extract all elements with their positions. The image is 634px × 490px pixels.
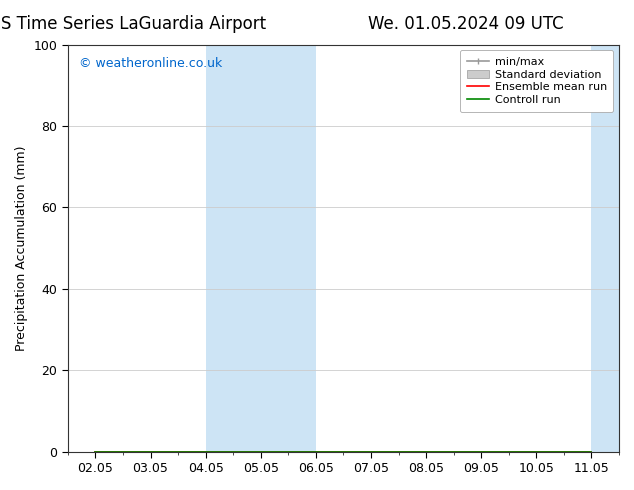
- Text: ENS Time Series LaGuardia Airport: ENS Time Series LaGuardia Airport: [0, 15, 266, 33]
- Bar: [205, 45, 316, 452]
- Y-axis label: Precipitation Accumulation (mm): Precipitation Accumulation (mm): [15, 146, 28, 351]
- Text: © weatheronline.co.uk: © weatheronline.co.uk: [79, 57, 222, 70]
- Text: We. 01.05.2024 09 UTC: We. 01.05.2024 09 UTC: [368, 15, 564, 33]
- Bar: [592, 45, 619, 452]
- Legend: min/max, Standard deviation, Ensemble mean run, Controll run: min/max, Standard deviation, Ensemble me…: [460, 50, 614, 112]
